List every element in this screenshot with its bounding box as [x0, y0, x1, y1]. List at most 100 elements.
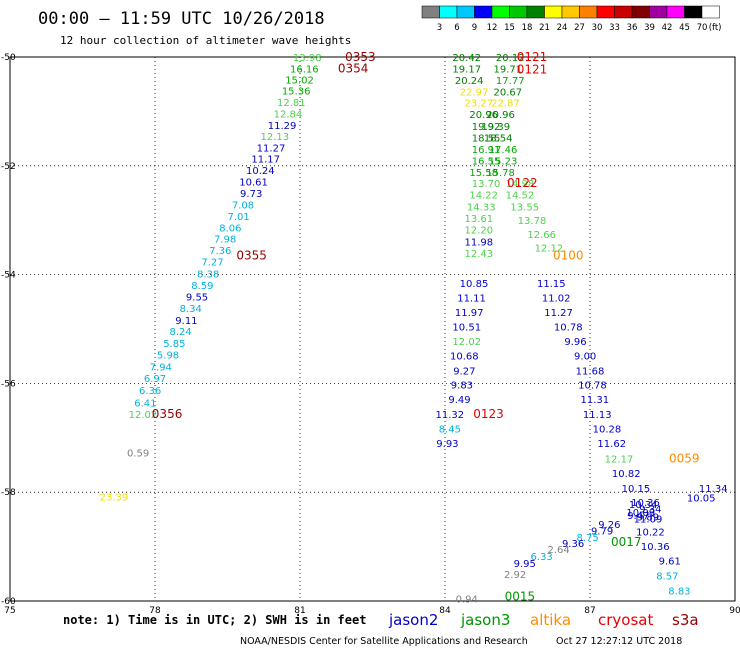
colorbar-swatch: [544, 5, 563, 19]
colorbar-label: 18: [522, 23, 533, 33]
wave-height-label: 9.27: [453, 366, 475, 377]
wave-height-label: 7.94: [150, 363, 172, 374]
colorbar-swatch: [561, 5, 580, 19]
wave-height-label: 12.17: [605, 454, 634, 465]
wave-height-label: 10.61: [239, 178, 268, 189]
colorbar-label: 45: [679, 23, 690, 33]
wave-height-label: 9.55: [186, 292, 208, 303]
wave-height-label: 10.51: [452, 322, 481, 333]
wave-height-label: 10.82: [612, 469, 641, 480]
legend-jason2: jason2: [388, 611, 438, 629]
colorbar-label: 30: [592, 23, 603, 33]
wave-height-label: 18.54: [484, 134, 513, 145]
colorbar-swatch: [596, 5, 615, 19]
pass-time-label: 0017: [611, 535, 642, 549]
wave-height-label: 13.78: [518, 216, 547, 227]
wave-height-label: 9.47: [627, 511, 649, 522]
wave-height-label: 15.78: [486, 168, 515, 179]
wave-height-label: 12.13: [261, 132, 290, 143]
wave-height-label: 9.73: [240, 189, 262, 200]
wave-height-label: 10.36: [631, 498, 660, 509]
wave-height-label: 19.92: [472, 122, 501, 133]
x-tick-label: 81: [294, 606, 305, 616]
wave-height-label: 12.81: [277, 98, 306, 109]
wave-height-label: 15.23: [489, 156, 518, 167]
pass-time-label: 0356: [152, 407, 183, 421]
colorbar-label: 27: [574, 23, 585, 33]
wave-height-label: 13.55: [510, 203, 539, 214]
wave-height-label: 11.27: [544, 308, 573, 319]
wave-height-label: 6.97: [144, 374, 166, 385]
wave-height-label: 11.62: [597, 439, 626, 450]
wave-height-label: 10.78: [578, 380, 607, 391]
wave-height-label: 11.31: [581, 395, 610, 406]
wave-height-label: 22.97: [460, 87, 489, 98]
wave-height-label: 20.67: [494, 87, 523, 98]
pass-time-label: 0122: [507, 176, 538, 190]
wave-height-label: 19.17: [452, 64, 481, 75]
wave-height-label: 19.71: [494, 64, 523, 75]
wave-height-label: 9.79: [591, 526, 613, 537]
wave-height-label: 9.89: [637, 513, 659, 524]
colorbar-swatch: [701, 5, 720, 19]
y-tick-label: -58: [1, 488, 16, 498]
colorbar: 3 6 9 12 15 18 21 24 27 30 33 36 39 42 45 70 (ft): [421, 5, 722, 33]
wave-height-label: 8.34: [180, 304, 202, 315]
wave-height-label: 14.22: [469, 191, 498, 202]
wave-height-label: 16.91: [472, 145, 501, 156]
colorbar-label: 42: [662, 23, 673, 33]
wave-height-label: 7.98: [214, 235, 236, 246]
wave-height-label: 2.64: [547, 545, 569, 556]
colorbar-label: 39: [644, 23, 655, 33]
wave-height-label: 5.98: [157, 351, 179, 362]
wave-height-label: 5.85: [163, 339, 185, 350]
colorbar-label: 12: [487, 23, 498, 33]
wave-height-label: 11.27: [257, 143, 286, 154]
wave-height-label: 7.36: [209, 246, 231, 257]
wave-height-label: 19.39: [481, 122, 510, 133]
colorbar-label: 33: [609, 23, 620, 33]
plot-frame: [9, 56, 736, 602]
footer-note: note: 1) Time is in UTC; 2) SWH is in fe…: [63, 613, 366, 627]
wave-height-label: 15.58: [469, 168, 498, 179]
wave-height-label: 12.20: [465, 225, 494, 236]
pass-time-label: 0353: [345, 50, 376, 64]
pass-time-label: 0354: [338, 61, 369, 75]
wave-height-label: 16.16: [290, 64, 319, 75]
wave-height-label: 11.15: [537, 279, 566, 290]
wave-height-label: 15.36: [282, 87, 311, 98]
wave-height-label: 9.36: [562, 539, 584, 550]
colorbar-label: 3: [437, 23, 442, 33]
wave-height-label: 8.06: [219, 223, 241, 234]
wave-height-label: 10.68: [450, 352, 479, 363]
grid: [10, 57, 735, 601]
wave-height-label: 9.26: [598, 520, 620, 531]
wave-height-label: 8.45: [439, 425, 461, 436]
wave-height-label: 10.34: [629, 500, 658, 511]
wave-height-label: 8.24: [169, 327, 191, 338]
colorbar-swatch: [474, 5, 493, 19]
pass-time-label: 0059: [669, 451, 700, 465]
legend-altika: altika: [530, 611, 571, 629]
wave-height-label: 9.11: [175, 316, 197, 327]
wave-height-label: 15.02: [285, 75, 314, 86]
wave-height-label: 20.24: [455, 76, 484, 87]
colorbar-swatch: [509, 5, 528, 19]
colorbar-swatch: [526, 5, 545, 19]
wave-height-label: 20.12: [496, 53, 525, 64]
wave-height-label: 11.17: [251, 155, 280, 166]
colorbar-swatch: [684, 5, 703, 19]
wave-height-label: 14.98: [506, 179, 535, 190]
wave-height-label: 20.42: [452, 53, 481, 64]
colorbar-label: 70: [697, 23, 708, 33]
colorbar-label: 6: [454, 23, 459, 33]
wave-height-label: 10.28: [593, 425, 622, 436]
wave-height-label: 11.29: [268, 121, 297, 132]
colorbar-swatch: [649, 5, 668, 19]
wave-height-label: 23.27: [465, 99, 494, 110]
wave-height-label: 17.46: [489, 145, 518, 156]
wave-height-label: 14.52: [506, 191, 535, 202]
wave-height-label: 7.08: [232, 200, 254, 211]
colorbar-swatch: [579, 5, 598, 19]
y-tick-label: -56: [1, 379, 16, 389]
